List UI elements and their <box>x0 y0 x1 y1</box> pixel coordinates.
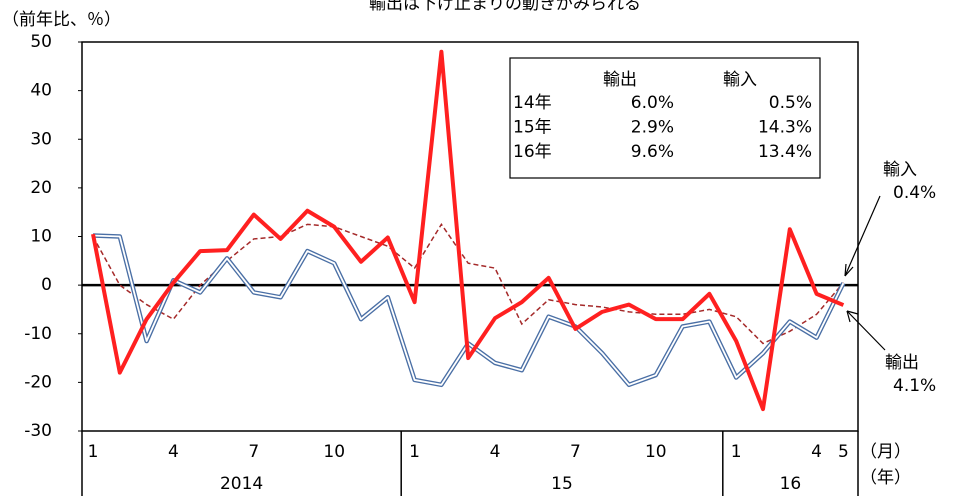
x-tick-label: 4 <box>490 442 501 462</box>
series-line <box>91 49 845 412</box>
y-axis-label: （前年比、％） <box>2 10 121 30</box>
arrow <box>844 195 881 277</box>
y-tick-label: 10 <box>30 227 52 247</box>
y-tick-label: 30 <box>30 129 52 149</box>
year-label: 16 <box>780 474 802 494</box>
table-row-label: 15年 <box>513 118 552 138</box>
series-line <box>92 233 846 388</box>
table-cell: 9.6% <box>631 142 674 162</box>
table-row-label: 16年 <box>513 142 552 162</box>
x-tick-label: 10 <box>645 442 667 462</box>
table-cell: 2.9% <box>631 118 674 138</box>
arrow-head <box>844 263 854 277</box>
table-cell: 13.4% <box>758 142 812 162</box>
annotation-value: 0.4% <box>893 183 936 203</box>
y-tick-label: 50 <box>30 32 52 52</box>
year-label: 2014 <box>220 474 263 494</box>
x-tick-label: 7 <box>248 442 259 462</box>
chart-title: 輸出は下げ止まりの動きがみられる <box>369 0 641 14</box>
y-tick-label: -10 <box>24 324 52 344</box>
arrow-head <box>846 310 859 323</box>
table-header: 輸出 <box>603 70 637 90</box>
annotation-value: 4.1% <box>893 376 936 396</box>
x-tick-label: 4 <box>811 442 822 462</box>
annotation-label: 輸入 <box>883 160 917 180</box>
x-tick-label: 1 <box>409 442 420 462</box>
x-tick-label: 5 <box>838 442 849 462</box>
y-tick-label: -20 <box>24 372 52 392</box>
x-tick-label: 7 <box>570 442 581 462</box>
y-tick-label: 40 <box>30 81 52 101</box>
year-label: 15 <box>551 474 573 494</box>
table-cell: 6.0% <box>631 93 674 113</box>
x-tick-label: 10 <box>323 442 345 462</box>
x-tick-label: 4 <box>168 442 179 462</box>
y-tick-label: 20 <box>30 178 52 198</box>
x-tick-label: 1 <box>88 442 99 462</box>
table-cell: 14.3% <box>758 118 812 138</box>
table-cell: 0.5% <box>769 93 812 113</box>
x-axis-label: （月） <box>860 442 911 462</box>
annotation-label: 輸出 <box>885 353 919 373</box>
x-axis-label: （年） <box>860 468 911 488</box>
x-tick-label: 1 <box>731 442 742 462</box>
y-tick-label: 0 <box>41 275 52 295</box>
arrow <box>846 310 886 351</box>
y-tick-label: -30 <box>24 421 52 441</box>
table-box <box>509 57 821 179</box>
table-row-label: 14年 <box>513 93 552 113</box>
table-header: 輸入 <box>723 70 757 90</box>
